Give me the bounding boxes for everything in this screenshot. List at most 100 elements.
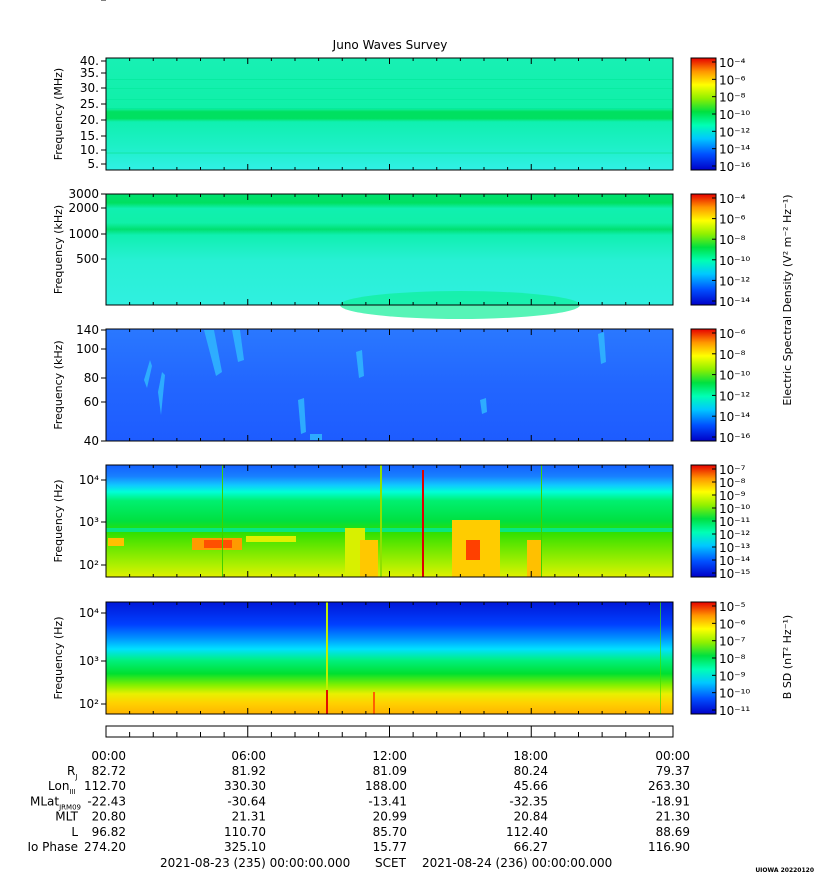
ephemeris-value: 116.90 [648, 840, 690, 854]
time-axis [105, 725, 674, 738]
ephemeris-row-label: L [71, 825, 78, 839]
burst-streak [310, 434, 322, 440]
y-tick-label: 10² [79, 558, 99, 572]
ephemeris-value: 21.30 [656, 810, 690, 824]
colorbar-tick-label: 10⁻⁹ [719, 489, 746, 503]
panel-4-yaxis: 10⁴ 10³ 10² Frequency (Hz) [52, 473, 106, 572]
colorbar-gradient [690, 193, 717, 306]
emission-line [373, 692, 375, 714]
faint-band [106, 108, 673, 109]
colorbar-tick-label: 10⁻⁹ [719, 669, 746, 683]
panel-4-spectrogram [106, 465, 673, 577]
burst-streak [204, 330, 222, 376]
colorbar-tick-label: 10⁻¹⁰ [719, 108, 750, 122]
y-tick-label: 3000 [68, 187, 99, 201]
emission-patch [204, 540, 232, 548]
ephemeris-value: -13.41 [368, 794, 407, 808]
colorbar-tick-label: 10⁻¹² [719, 389, 750, 403]
ephemeris-value: 79.37 [656, 764, 690, 778]
colorbar-3: 10⁻⁶ 10⁻⁸ 10⁻¹⁰ 10⁻¹² 10⁻¹⁴ 10⁻¹⁶ [690, 327, 750, 445]
ephemeris-value: 85.70 [373, 825, 407, 839]
electric-colorbar-label: Electric Spectral Density (V² m⁻² Hz⁻¹) [781, 194, 794, 405]
ephemeris-value: -18.91 [651, 794, 690, 808]
panel-2-spectrogram [106, 194, 673, 305]
faint-band [106, 88, 673, 89]
panel-4: 10⁴ 10³ 10² Frequency (Hz) [52, 464, 674, 578]
panel-1-yaxis: 40.35.30. 25. 20. 15.10.5. Frequency (MHz) [52, 54, 106, 171]
y-tick-label: 10. [80, 143, 99, 157]
ephemeris-value: 88.69 [656, 825, 690, 839]
faint-band [106, 152, 673, 154]
panel-1-spectrogram [106, 58, 673, 170]
colorbar-tick-label: 10⁻¹⁴ [719, 410, 750, 424]
colorbar-tick-label: 10⁻¹⁰ [719, 254, 750, 268]
y-tick-label: 10⁴ [79, 606, 99, 620]
ephemeris-value: -22.43 [87, 794, 126, 808]
burst-streak [144, 360, 152, 388]
y-tick-label: 35. [80, 66, 99, 80]
panel-5-xticks [105, 602, 674, 714]
colorbar-tick-label: 10⁻¹⁴ [719, 554, 750, 568]
colorbar-tick-label: 10⁻⁸ [719, 476, 746, 490]
colorbar-tick-label: 10⁻⁸ [719, 652, 746, 666]
colorbar-4: 10⁻⁷10⁻⁸10⁻⁹10⁻¹⁰10⁻¹¹10⁻¹²10⁻¹³10⁻¹⁴10⁻… [690, 463, 750, 581]
y-tick-label: 100 [76, 342, 99, 356]
figure-title: Juno Waves Survey [332, 38, 448, 52]
panel-4-xticks [105, 465, 674, 577]
emission-patch [246, 536, 296, 542]
burst-streak [298, 398, 306, 434]
y-tick-label: 60 [84, 395, 99, 409]
panel-3-xticks [105, 329, 674, 441]
ephemeris-value: 20.80 [92, 810, 126, 824]
ephemeris-value: 15.77 [373, 840, 407, 854]
colorbar-tick-label: 10⁻⁶ [719, 73, 746, 87]
ephemeris-value: 188.00 [365, 779, 407, 793]
colorbar-tick-label: 10⁻⁷ [719, 463, 746, 477]
colorbar-tick-label: 10⁻⁴ [719, 56, 746, 70]
ephemeris-value: 110.70 [224, 825, 266, 839]
colorbar-gradient [690, 601, 717, 715]
emission-patch [360, 540, 378, 577]
ephemeris-value: 82.72 [92, 764, 126, 778]
y-tick-label: 30. [80, 81, 99, 95]
colorbar-1: 10⁻⁴ 10⁻⁶ 10⁻⁸ 10⁻¹⁰ 10⁻¹² 10⁻¹⁴ 10⁻¹⁶ [690, 56, 750, 174]
panel-1-xticks [105, 58, 674, 170]
ephemeris-row-label: MLT [55, 810, 78, 824]
y-tick-label: 2000 [68, 201, 99, 215]
colorbar-tick-label: 10⁻⁸ [719, 91, 746, 105]
ephemeris-value: 325.10 [224, 840, 266, 854]
panel-5: 10⁴ 10³ 10² Frequency (Hz) [52, 601, 674, 715]
colorbar-tick-label: 10⁻¹⁴ [719, 143, 750, 157]
y-tick-label: 10³ [79, 515, 99, 529]
magnetic-colorbar-label: B SD (nT² Hz⁻¹) [781, 615, 794, 699]
y-tick-label: 10² [79, 697, 99, 711]
time-label: 18:00 [513, 749, 548, 763]
y-axis-label: Frequency (Hz) [52, 480, 65, 563]
panel-4-features [106, 465, 673, 577]
colorbar-tick-label: 10⁻¹⁰ [719, 502, 750, 516]
colorbar-tick-label: 10⁻¹⁰ [719, 369, 750, 383]
colorbar-5: 10⁻⁵ 10⁻⁶ 10⁻⁷ 10⁻⁸ 10⁻⁹ 10⁻¹⁰ 10⁻¹¹ [690, 600, 750, 718]
ephemeris-value: 21.31 [232, 810, 266, 824]
panel-3-spectrogram [106, 329, 673, 441]
colorbar-tick-label: 10⁻⁵ [719, 600, 746, 614]
burst-streak [356, 350, 364, 378]
colorbar-tick-label: 10⁻¹² [719, 125, 750, 139]
y-tick-label: 80 [84, 371, 99, 385]
emission-patch [108, 538, 124, 546]
y-tick-label: 1000 [68, 227, 99, 241]
panel-5-features [326, 602, 661, 714]
time-label: 00:00 [655, 749, 690, 763]
emission-line [326, 690, 328, 714]
y-axis-label: Frequency (MHz) [52, 68, 65, 160]
y-tick-label: 10³ [79, 654, 99, 668]
ephemeris-value: 112.70 [84, 779, 126, 793]
footer-end-time: 2021-08-24 (236) 00:00:00.000 [422, 856, 612, 870]
ephemeris-row-label: LonIII [48, 779, 76, 796]
ephemeris-table: 00:00 06:00 12:00 18:00 00:00 RJ 82.72 81.92 81.… [27, 749, 690, 854]
y-tick-label: 25. [80, 97, 99, 111]
ephemeris-value: 112.40 [506, 825, 548, 839]
colorbar-tick-label: 10⁻⁴ [719, 192, 746, 206]
colorbar-tick-label: 10⁻⁸ [719, 233, 746, 247]
panel-3-yaxis: 140 100 80 60 40 20 Frequency (kHz) [52, 0, 106, 448]
